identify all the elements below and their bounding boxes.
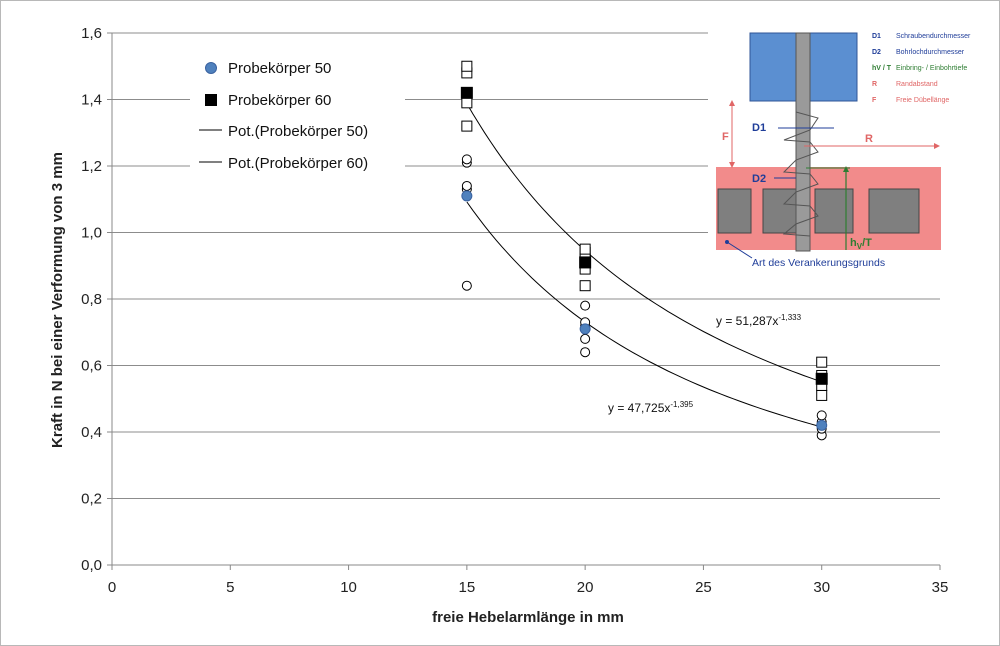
x-tick-label: 30 bbox=[813, 579, 830, 596]
y-tick-labels: 0,0 0,2 0,4 0,6 0,8 1,0 1,2 1,4 1,6 bbox=[81, 25, 102, 574]
data-point-probekoerper-50 bbox=[580, 300, 591, 311]
mean-point-probekoerper-50 bbox=[461, 190, 473, 202]
data-point-probekoerper-60 bbox=[461, 97, 473, 109]
trend-equation-50-exponent: -1,395 bbox=[670, 400, 693, 409]
label-hv-t: hV/T bbox=[850, 237, 872, 251]
legend-label-trend-60: Pot.(Probekörper 60) bbox=[228, 155, 368, 172]
label-hv-main: h bbox=[850, 237, 857, 249]
data-point-probekoerper-50 bbox=[461, 280, 472, 291]
axes bbox=[107, 32, 941, 570]
y-tick-label: 1,6 bbox=[81, 25, 102, 42]
inset-legend-text: Bohrlochdurchmesser bbox=[896, 49, 965, 56]
inset-legend-key: D1 bbox=[872, 33, 881, 40]
y-tick-label: 0,2 bbox=[81, 491, 102, 508]
inset-legend-key: R bbox=[872, 81, 877, 88]
x-tick-label: 0 bbox=[108, 579, 116, 596]
x-axis-label: freie Hebelarmlänge in mm bbox=[432, 609, 624, 626]
data-point-probekoerper-60 bbox=[461, 120, 473, 132]
y-axis-label: Kraft in N bei einer Verformung von 3 mm bbox=[49, 152, 66, 448]
legend-marker-probekoerper-60 bbox=[205, 94, 217, 106]
inset-legend-text: Einbring- / Einbohrtiefe bbox=[896, 65, 967, 72]
mean-point-probekoerper-60 bbox=[579, 256, 592, 269]
trend-equation-60-exponent: -1,333 bbox=[778, 313, 801, 322]
mean-point-probekoerper-60 bbox=[460, 86, 473, 99]
data-point-probekoerper-50 bbox=[816, 410, 827, 421]
label-hv-rest: /T bbox=[862, 237, 872, 249]
mean-point-probekoerper-50 bbox=[579, 323, 591, 335]
data-point-probekoerper-60 bbox=[816, 356, 828, 368]
legend-label-trend-50: Pot.(Probekörper 50) bbox=[228, 123, 368, 140]
trend-equation-50: y = 47,725x-1,395 bbox=[608, 400, 694, 415]
x-tick-label: 35 bbox=[932, 579, 949, 596]
legend-label-probekoerper-60: Probekörper 60 bbox=[228, 92, 331, 109]
inset-legend-text: Freie Dübellänge bbox=[896, 97, 949, 104]
label-r: R bbox=[865, 133, 873, 145]
y-tick-label: 1,2 bbox=[81, 158, 102, 175]
x-tick-label: 10 bbox=[340, 579, 357, 596]
legend-label-probekoerper-50: Probekörper 50 bbox=[228, 60, 331, 77]
y-tick-label: 0,4 bbox=[81, 424, 102, 441]
data-point-probekoerper-60 bbox=[579, 280, 591, 292]
data-points bbox=[460, 60, 828, 441]
x-tick-label: 25 bbox=[695, 579, 712, 596]
x-tick-label: 5 bbox=[226, 579, 234, 596]
data-point-probekoerper-60 bbox=[816, 389, 828, 401]
data-point-probekoerper-50 bbox=[461, 180, 472, 191]
y-tick-label: 0,8 bbox=[81, 291, 102, 308]
y-tick-label: 0,0 bbox=[81, 557, 102, 574]
trend-equation-50-base: y = 47,725x bbox=[608, 401, 670, 415]
y-tick-label: 1,0 bbox=[81, 225, 102, 242]
inset-caption: Art des Verankerungsgrunds bbox=[752, 257, 885, 269]
inset-legend-text: Randabstand bbox=[896, 81, 938, 88]
hollow-chamber-center-right bbox=[814, 188, 854, 234]
trend-equation-60: y = 51,287x-1,333 bbox=[716, 313, 802, 328]
trendline-60 bbox=[466, 103, 822, 383]
label-d2: D2 bbox=[752, 173, 766, 185]
inset-legend-key: D2 bbox=[872, 49, 881, 56]
trend-equation-60-base: y = 51,287x bbox=[716, 314, 778, 328]
x-tick-label: 15 bbox=[459, 579, 476, 596]
hollow-chamber-right bbox=[868, 188, 920, 234]
y-tick-label: 1,4 bbox=[81, 92, 102, 109]
inset-legend-text: Schraubendurchmesser bbox=[896, 33, 971, 40]
label-hv-sub: V bbox=[857, 242, 863, 251]
data-point-probekoerper-50 bbox=[580, 333, 591, 344]
hollow-chamber-left bbox=[717, 188, 752, 234]
inset-legend-key: F bbox=[872, 97, 877, 104]
x-tick-labels: 0 5 10 15 20 25 30 35 bbox=[108, 579, 949, 596]
trendlines bbox=[466, 103, 822, 428]
mean-point-probekoerper-50 bbox=[816, 419, 828, 431]
label-d1: D1 bbox=[752, 122, 766, 134]
inset-legend-key: hV / T bbox=[872, 65, 892, 72]
hollow-chamber-center-left bbox=[762, 188, 800, 234]
data-point-probekoerper-50 bbox=[580, 347, 591, 358]
trendline-50 bbox=[466, 201, 822, 428]
data-point-probekoerper-50 bbox=[461, 154, 472, 165]
x-tick-label: 20 bbox=[577, 579, 594, 596]
data-point-probekoerper-60 bbox=[579, 243, 591, 255]
anchor-diagram-inset: F D1 D2 R hV/T Art des Verankerungsgrund… bbox=[708, 10, 988, 272]
inset-legend: D1 Schraubendurchmesser D2 Bohrlochdurchmes… bbox=[872, 33, 971, 104]
legend-background bbox=[190, 48, 405, 176]
label-f: F bbox=[722, 131, 729, 143]
legend: Probekörper 50 Probekörper 60 Pot.(Probe… bbox=[190, 48, 405, 176]
y-tick-label: 0,6 bbox=[81, 358, 102, 375]
screw-icon bbox=[782, 32, 819, 252]
legend-marker-probekoerper-50 bbox=[205, 62, 217, 74]
mean-point-probekoerper-60 bbox=[815, 372, 828, 385]
data-point-probekoerper-60 bbox=[461, 60, 473, 72]
